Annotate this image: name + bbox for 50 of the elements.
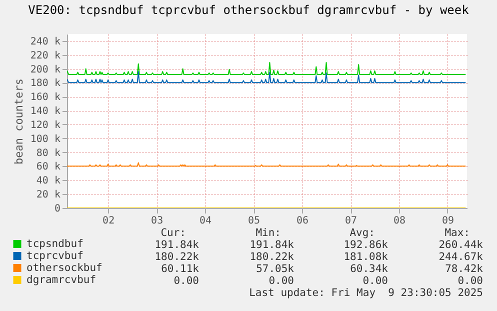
text: 192.86k [344, 239, 388, 251]
y-tick-label: 180 k [30, 78, 60, 90]
legend-label: othersockbuf [26, 262, 102, 274]
x-tick-label: 05 [248, 216, 260, 226]
legend-label: tcprcvbuf [26, 250, 84, 262]
text: 0.00 [458, 275, 483, 287]
legend-label: dgramrcvbuf [26, 274, 96, 286]
y-tick-label: 160 k [30, 92, 60, 104]
text: 180.22k [250, 251, 294, 263]
x-tick-label: 07 [344, 216, 358, 226]
text: 0.00 [362, 275, 388, 287]
y-tick-label: 0 [54, 204, 60, 214]
text: 260.44k [438, 239, 483, 251]
text: 0.00 [174, 275, 199, 287]
x-tick-label: 09 [442, 216, 454, 226]
text: 181.08k [344, 251, 388, 263]
y-tick-label: 80 k [36, 148, 60, 159]
text: 180.22k [154, 251, 199, 263]
y-tick-label: 200 k [30, 64, 60, 76]
text: Cur: [160, 227, 186, 239]
x-tick-label: 06 [296, 216, 309, 226]
line-series [67, 71, 466, 84]
legend-label: tcpsndbuf [26, 238, 84, 250]
text: Last update: Fri May 9 23:30:05 2025 [249, 287, 483, 299]
x-tick-label: 03 [151, 216, 164, 226]
text: 244.67k [438, 251, 483, 263]
text: 191.84k [250, 239, 294, 251]
y-axis-title: bean counters [12, 78, 26, 165]
chart-title: VE200: tcpsndbuf tcprcvbuf othersockbuf dgramrcvbuf - by week [27, 3, 470, 17]
y-tick-label: 60 k [36, 162, 60, 173]
y-tick-label: 20 k [36, 190, 60, 201]
text: Max: [444, 227, 470, 239]
text: 60.11k [161, 263, 199, 275]
text: 57.05k [256, 263, 294, 275]
line-series [67, 62, 466, 76]
text: 60.34k [350, 263, 388, 275]
x-tick-label: 02 [102, 216, 115, 226]
text: 0.00 [268, 275, 294, 287]
text: 191.84k [154, 239, 199, 251]
text: Avg: [350, 227, 375, 239]
x-tick-label: 08 [393, 216, 406, 226]
y-tick-label: 120 k [30, 120, 60, 131]
y-tick-label: 220 k [30, 50, 60, 62]
x-tick-label: 04 [200, 216, 212, 226]
y-tick-label: 100 k [30, 134, 60, 145]
y-tick-label: 140 k [30, 106, 60, 118]
y-tick-label: 240 k [30, 36, 60, 48]
y-tick-label: 40 k [36, 176, 60, 187]
text: Min: [256, 227, 281, 239]
text: 78.42k [445, 263, 483, 275]
